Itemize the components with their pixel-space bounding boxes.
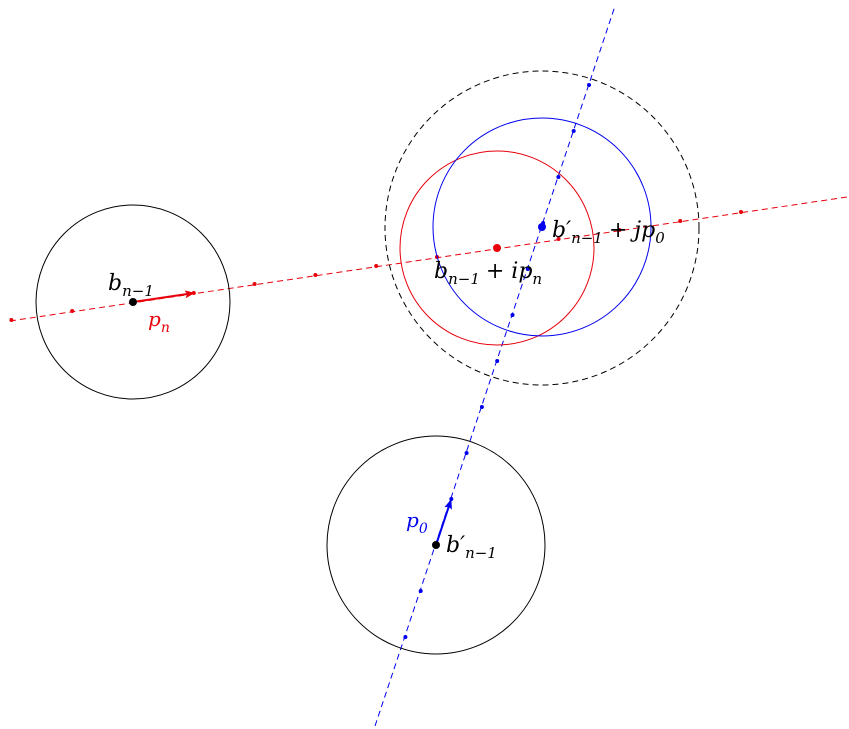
blue-line-dots: [403, 83, 591, 639]
label-p-0: p0: [406, 508, 428, 537]
red-line-dot: [313, 273, 318, 277]
red-line-dot: [374, 264, 379, 268]
red-line-dot: [617, 228, 622, 232]
blue-line-dot: [556, 175, 561, 179]
label-b-prev: bn−1: [108, 271, 154, 300]
point-red-center: [493, 244, 501, 252]
blue-line-dot: [403, 635, 408, 639]
red-line-dot: [9, 318, 14, 322]
red-line-dot: [678, 219, 683, 223]
red-line-dot: [556, 237, 561, 241]
label-red-center: bn−1 + ipn: [434, 259, 542, 288]
blue-line-dot: [464, 451, 469, 455]
point-b-prime-prev: [432, 541, 440, 549]
blue-line-dot: [525, 267, 530, 271]
point-blue-center: [538, 223, 546, 231]
blue-line-dot: [510, 313, 515, 317]
circle-b-prime-prev: [326, 435, 546, 655]
blue-line-dot: [418, 589, 423, 593]
red-circle: [399, 150, 595, 346]
point-b-prev: [129, 298, 137, 306]
blue-dashed-line: [374, 5, 616, 727]
p-0-arrow: [435, 499, 452, 546]
blue-line-dot: [479, 405, 484, 409]
red-line-dot: [252, 282, 257, 286]
dashed-bounding-circle: [384, 70, 700, 386]
blue-circle: [432, 117, 652, 337]
blue-line-dot: [587, 83, 591, 87]
blue-line-dot: [571, 129, 576, 133]
p-n-arrow: [132, 290, 195, 303]
red-line-dot: [70, 309, 75, 313]
label-p-n: pn: [148, 307, 170, 336]
red-line-dot: [739, 210, 743, 214]
label-b-prime-prev: b′n−1: [446, 533, 497, 562]
blue-line-dot: [495, 359, 500, 363]
label-blue-center: b′n−1 + jp0: [552, 218, 665, 247]
circle-b-prev: [35, 204, 231, 400]
